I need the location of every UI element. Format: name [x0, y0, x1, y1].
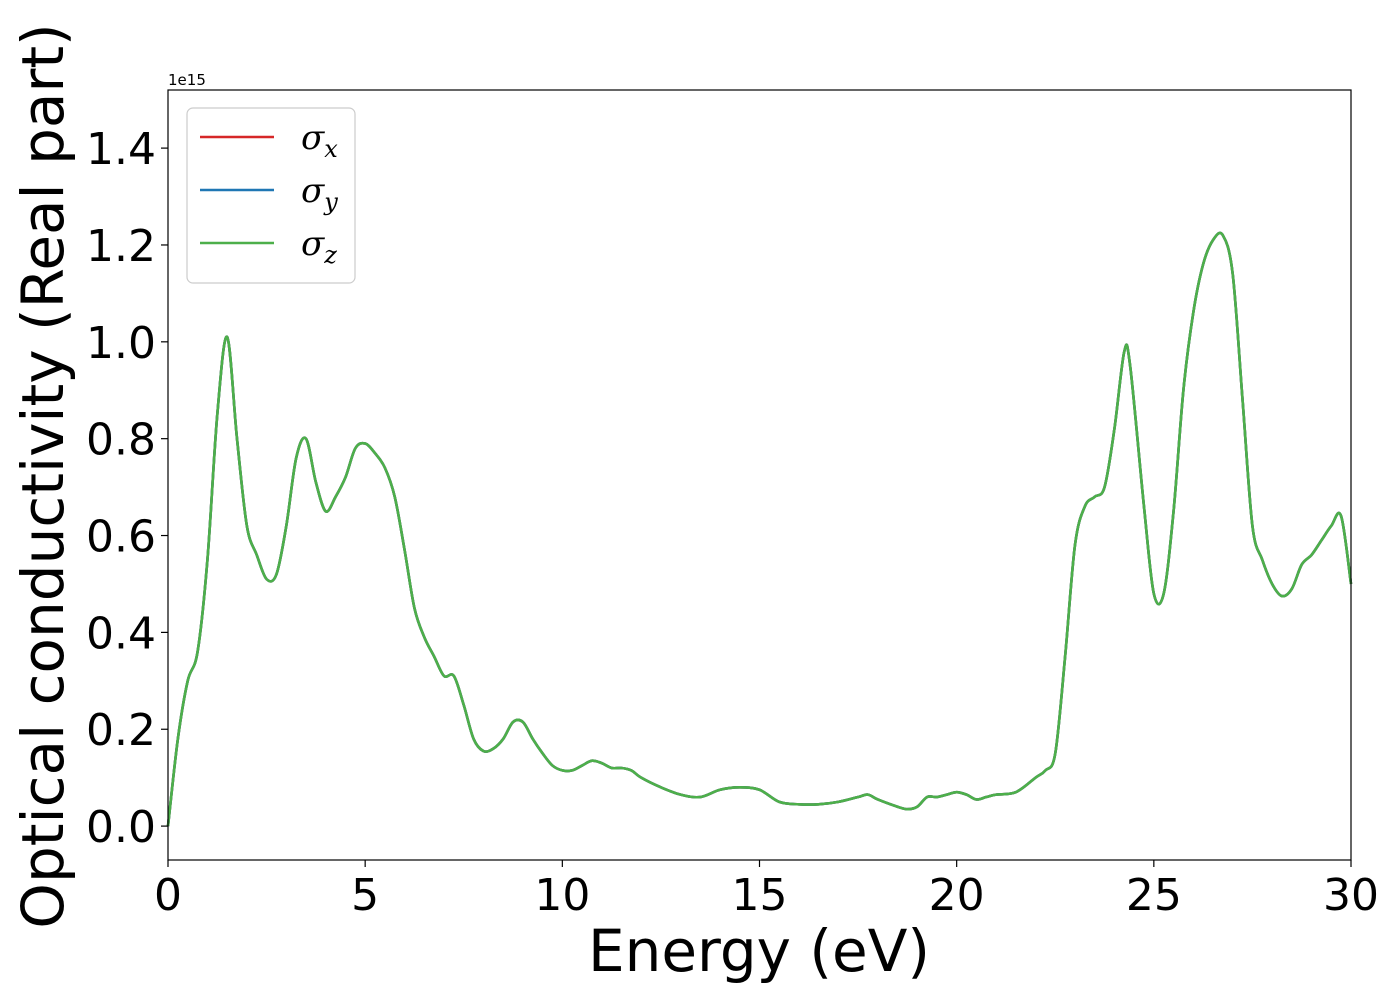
y-axis-title: Optical conductivity (Real part) [9, 23, 77, 928]
y-tick-label: 0.6 [86, 512, 156, 563]
x-tick-label: 20 [929, 870, 985, 921]
y-tick-label: 0.2 [86, 705, 156, 756]
legend-box [186, 107, 356, 284]
y-tick-label: 0.8 [86, 415, 156, 466]
y-axis-ticks: 0.0 0.2 0.4 0.6 0.8 1.0 1.2 1.4 [86, 124, 168, 853]
x-axis-title: Energy (eV) [588, 917, 930, 985]
x-tick-label: 30 [1323, 870, 1379, 921]
y-tick-label: 0.0 [86, 802, 156, 853]
plot-area [168, 90, 1351, 860]
y-tick-label: 1.0 [86, 318, 156, 369]
x-tick-label: 25 [1126, 870, 1182, 921]
x-tick-label: 5 [351, 870, 379, 921]
y-tick-label: 0.4 [86, 608, 156, 659]
legend: σx σy σz [186, 107, 356, 284]
y-tick-label: 1.2 [86, 221, 156, 272]
legend-label: σx [301, 118, 338, 163]
x-axis-ticks: 0 5 10 15 20 25 30 [154, 860, 1379, 921]
x-tick-label: 15 [732, 870, 788, 921]
y-offset-label: 1e15 [168, 71, 206, 89]
legend-label: σy [301, 171, 338, 216]
x-tick-label: 0 [154, 870, 182, 921]
legend-items: σx σy σz [200, 118, 338, 269]
series-line-sigma-z [166, 231, 1353, 827]
legend-label: σz [301, 224, 337, 269]
series-layer [166, 231, 1353, 827]
y-tick-label: 1.4 [86, 124, 156, 175]
x-tick-label: 10 [534, 870, 590, 921]
